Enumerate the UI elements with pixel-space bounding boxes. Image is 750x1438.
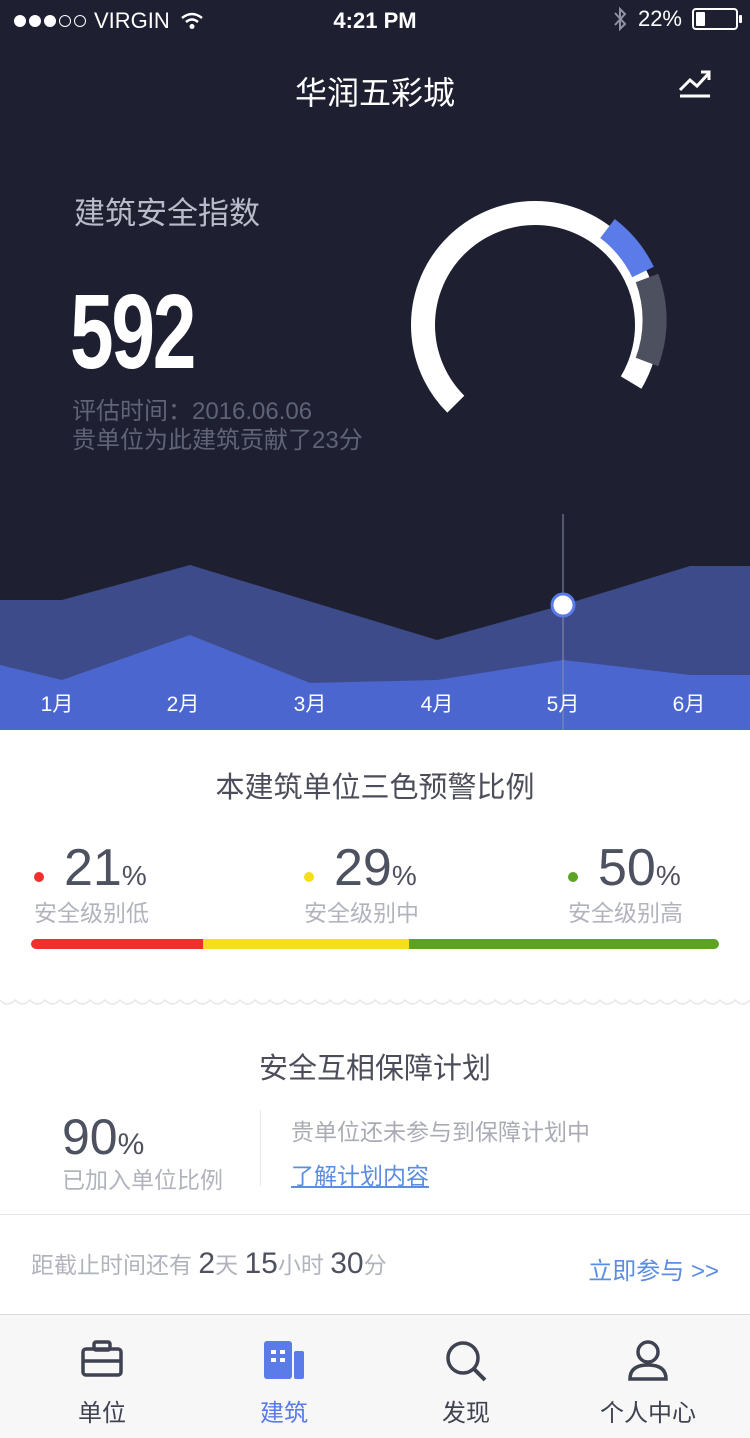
warning-ratio-bar bbox=[31, 939, 719, 949]
stat-value: 29 bbox=[334, 839, 392, 897]
month-label-6[interactable]: 6月 bbox=[672, 693, 706, 716]
plan-ratio: 90% bbox=[62, 1108, 144, 1166]
safety-index-label: 建筑安全指数 bbox=[74, 196, 260, 231]
stat-caption: 安全级别低 bbox=[34, 900, 149, 926]
tab-label: 建筑 bbox=[260, 1400, 308, 1427]
status-bar: VIRGIN 4:21 PM 22% bbox=[0, 0, 750, 40]
person-icon bbox=[628, 1340, 668, 1381]
plan-status-text: 贵单位还未参与到保障计划中 bbox=[291, 1119, 590, 1145]
learn-plan-link[interactable]: 了解计划内容 bbox=[291, 1163, 429, 1189]
safety-index-value: 592 bbox=[70, 273, 196, 391]
contribution-text: 贵单位为此建筑贡献了23分 bbox=[72, 427, 363, 454]
evaluation-time: 评估时间：2016.06.06 bbox=[72, 398, 313, 425]
battery-icon bbox=[692, 8, 742, 30]
stat-caption: 安全级别中 bbox=[304, 900, 419, 926]
deadline-minutes-unit: 分 bbox=[363, 1252, 387, 1278]
stat-unit: % bbox=[391, 860, 417, 891]
building-icon bbox=[264, 1341, 304, 1379]
stat-unit: % bbox=[121, 860, 147, 891]
red-dot-icon bbox=[34, 872, 44, 882]
deadline-countdown: 距截止时间还有 2天 15小时 30分 bbox=[31, 1246, 387, 1281]
safety-index-ring bbox=[411, 201, 667, 449]
deadline-days-unit: 天 bbox=[215, 1252, 239, 1278]
stat-value: 50 bbox=[598, 839, 656, 897]
wifi-icon bbox=[181, 12, 203, 29]
hero-panel: VIRGIN 4:21 PM 22% 华润五彩城 建筑安全指数 592 评估时间… bbox=[0, 0, 750, 730]
trend-chart-icon[interactable] bbox=[678, 68, 712, 98]
tab-building[interactable]: 建筑 bbox=[204, 1315, 364, 1438]
divider bbox=[0, 1214, 750, 1215]
battery-percent: 22% bbox=[637, 6, 682, 31]
green-dot-icon bbox=[568, 872, 578, 882]
month-label-4[interactable]: 4月 bbox=[420, 693, 454, 716]
monthly-trend-chart[interactable] bbox=[0, 510, 750, 730]
ratio-segment-low bbox=[31, 939, 203, 949]
tab-unit[interactable]: 单位 bbox=[22, 1315, 182, 1438]
deadline-minutes: 30 bbox=[330, 1247, 364, 1280]
tab-label: 单位 bbox=[78, 1400, 126, 1427]
warning-ratio-title: 本建筑单位三色预警比例 bbox=[215, 772, 535, 804]
stat-unit: % bbox=[655, 860, 681, 891]
signal-strength-icon bbox=[14, 15, 86, 27]
stat-value: 21 bbox=[64, 839, 122, 897]
deadline-hours-unit: 小时 bbox=[277, 1252, 324, 1278]
carrier-name: VIRGIN bbox=[94, 8, 170, 33]
briefcase-icon bbox=[81, 1340, 123, 1377]
page-title: 华润五彩城 bbox=[294, 75, 455, 111]
month-label-5[interactable]: 5月 bbox=[546, 693, 580, 716]
ratio-segment-high bbox=[409, 939, 719, 949]
plan-title: 安全互相保障计划 bbox=[258, 1053, 491, 1085]
tab-label: 发现 bbox=[442, 1400, 490, 1427]
clock: 4:21 PM bbox=[333, 8, 417, 33]
deadline-hours: 15 bbox=[244, 1247, 278, 1280]
tab-label: 个人中心 bbox=[600, 1400, 696, 1427]
month-label-1[interactable]: 1月 bbox=[40, 693, 74, 716]
ring-segment-blue bbox=[599, 218, 654, 278]
tab-bar: 单位 建筑 发现 个人中心 bbox=[0, 1314, 750, 1438]
ratio-segment-mid bbox=[203, 939, 410, 949]
tab-discover[interactable]: 发现 bbox=[386, 1315, 546, 1438]
plan-ratio-unit: % bbox=[117, 1128, 145, 1161]
ring-segment-gray bbox=[635, 273, 667, 367]
yellow-dot-icon bbox=[304, 872, 314, 882]
month-label-3[interactable]: 3月 bbox=[293, 693, 327, 716]
selected-month-marker bbox=[550, 592, 576, 618]
tab-profile[interactable]: 个人中心 bbox=[568, 1315, 728, 1438]
join-now-link[interactable]: 立即参与 >> bbox=[588, 1258, 719, 1285]
plan-ratio-value: 90 bbox=[62, 1109, 118, 1165]
plan-ratio-caption: 已加入单位比例 bbox=[62, 1167, 223, 1193]
month-label-2[interactable]: 2月 bbox=[166, 693, 200, 716]
wave-divider bbox=[0, 994, 750, 1005]
search-icon bbox=[446, 1341, 487, 1382]
plan-divider bbox=[260, 1110, 261, 1186]
deadline-days: 2 bbox=[198, 1247, 216, 1280]
bluetooth-icon bbox=[614, 6, 627, 32]
deadline-prefix: 距截止时间还有 bbox=[31, 1252, 192, 1278]
stat-caption: 安全级别高 bbox=[568, 900, 683, 926]
